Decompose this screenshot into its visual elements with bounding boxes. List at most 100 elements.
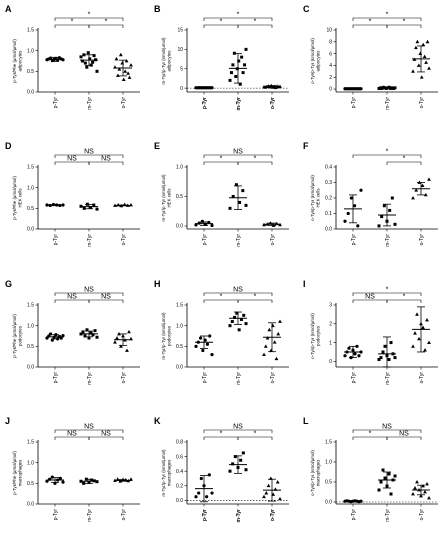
data-point-triangle [123, 69, 128, 73]
data-point-triangle [414, 188, 419, 192]
panel-label: C [303, 4, 310, 14]
y-axis-label-line: p-Tyr/Phe (µmol/µmol) [12, 39, 17, 83]
y-tick-label: 0.0 [325, 500, 332, 506]
data-point-triangle [115, 477, 120, 481]
significance-label: NS [365, 294, 375, 301]
significance-label: * [403, 294, 406, 301]
data-point-triangle [119, 344, 123, 348]
y-axis-label-line: m-Tyr/p-Tyr (nmol/µmol) [161, 449, 166, 496]
significance-bracket [237, 299, 273, 303]
data-point-triangle [421, 325, 425, 329]
data-point-square [244, 322, 248, 326]
data-point-square [89, 331, 93, 335]
significance-bracket [237, 436, 273, 440]
data-point-triangle [263, 344, 268, 348]
y-axis-label: m-Tyr/p-Tyr (nmol/µmol)podocytes [161, 312, 172, 359]
significance-bracket [237, 161, 273, 165]
data-point-triangle [265, 336, 270, 340]
x-tick-label: o-Tyr [419, 234, 425, 246]
data-point-square [377, 488, 381, 492]
data-point-square [244, 47, 248, 51]
y-tick-label: 0.0 [27, 227, 34, 233]
data-point-square [383, 344, 387, 348]
panel-label: L [303, 416, 309, 426]
data-point-square [231, 462, 235, 466]
significance-bracket [352, 292, 422, 296]
panel-label: K [154, 416, 161, 426]
data-point-square [233, 455, 237, 459]
data-point-triangle [418, 51, 423, 56]
panel-j: Jp-Tyr/Phe (µmol/µmol)macrophages 0.0 0.5 1… [5, 416, 140, 522]
x-tick-label: m-Tyr [87, 97, 93, 110]
data-point-triangle [415, 480, 419, 484]
significance-label: * [237, 12, 240, 19]
data-point-circle [50, 338, 54, 342]
data-point-square [237, 59, 241, 63]
data-point-square [228, 206, 232, 210]
panel-label: F [303, 141, 309, 151]
data-point-circle [208, 334, 212, 338]
data-point-square [389, 341, 393, 345]
y-tick-label: 0.5 [27, 206, 34, 212]
data-point-triangle [262, 352, 266, 356]
panel-label: J [5, 416, 10, 426]
significance-label: * [105, 19, 108, 26]
data-point-square [82, 481, 86, 485]
significance-bracket [237, 24, 273, 28]
y-axis-label-line: m-Tyr/p-Tyr (nmol/µmol) [161, 312, 166, 359]
data-point-triangle [267, 327, 272, 332]
data-point-triangle [129, 63, 133, 67]
y-axis-label: o-Tyr/p-Tyr (nmol/µmol)adipocytes [310, 38, 321, 84]
panel-label: G [5, 279, 12, 289]
significance-label: NS [399, 431, 409, 438]
x-tick-label: p-Tyr [202, 372, 208, 384]
data-point-square [81, 330, 85, 334]
data-point-square [80, 59, 84, 63]
significance-label: * [369, 431, 372, 438]
y-axis-label: p-Tyr/Phe (µmol/µmol)macrophages [12, 451, 23, 495]
significance-label: * [254, 431, 257, 438]
y-axis-label: p-Tyr/Phe (µmol/µmol)adipocytes [12, 39, 23, 83]
panel-label: H [154, 279, 161, 289]
data-point-square [233, 315, 237, 319]
y-axis-label-line: macrophages [316, 459, 321, 486]
data-point-triangle [266, 483, 271, 488]
panel-label: E [154, 141, 160, 151]
x-tick-label: p-Tyr [351, 234, 357, 246]
data-point-square [379, 356, 383, 360]
data-point-square [387, 357, 391, 361]
data-point-triangle [427, 340, 431, 344]
data-point-triangle [413, 486, 417, 490]
data-point-triangle [278, 319, 282, 323]
data-point-square [93, 329, 97, 333]
data-point-square [82, 206, 86, 210]
y-tick-label: 1.5 [27, 28, 34, 34]
x-tick-label: m-Tyr [87, 509, 93, 522]
y-axis-label-line: HEK cells [167, 188, 172, 208]
x-tick-label: o-Tyr [121, 509, 127, 521]
data-point-square [393, 474, 397, 478]
significance-bracket [386, 436, 422, 440]
data-point-square [242, 313, 246, 317]
data-point-square [85, 328, 89, 332]
data-point-triangle [276, 331, 281, 336]
y-axis-label-line: adipocytes [167, 50, 172, 72]
data-point-square [389, 492, 393, 496]
data-point-triangle [427, 496, 431, 500]
data-point-triangle [127, 329, 131, 334]
data-point-circle [210, 491, 214, 495]
data-point-square [228, 469, 232, 473]
data-point-circle [356, 224, 360, 228]
y-axis-label-line: p-Tyr/Phe (µmol/µmol) [12, 451, 17, 495]
significance-bracket [88, 161, 124, 165]
significance-label: NS [67, 294, 77, 301]
data-point-circle [210, 353, 214, 357]
significance-bracket [203, 292, 273, 296]
data-point-square [95, 335, 99, 339]
y-tick-label: 1.0 [176, 165, 183, 171]
y-tick-label: 8 [329, 40, 332, 46]
panel-d: Dp-Tyr/Phe (µmol/µmol)HEK cells 0.0 0.5 1.0… [5, 141, 140, 247]
significance-label: * [220, 294, 223, 301]
significance-label: * [220, 19, 223, 26]
